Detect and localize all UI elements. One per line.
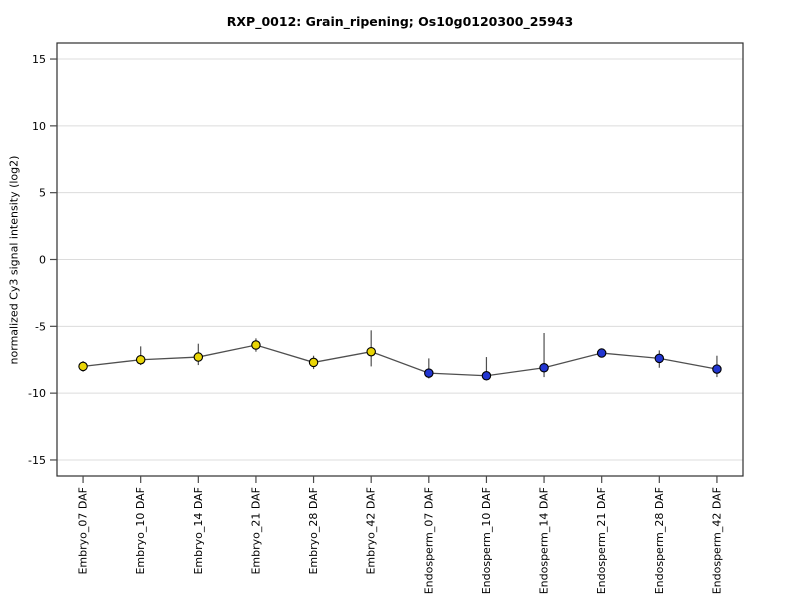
data-point	[135, 354, 146, 365]
data-point	[481, 371, 492, 381]
y-tick-label: -5	[35, 320, 46, 333]
x-tick-label: Endosperm_42 DAF	[710, 487, 723, 594]
y-tick-label: 15	[32, 53, 46, 66]
x-tick-label: Embryo_14 DAF	[192, 487, 205, 575]
x-tick-label: Endosperm_21 DAF	[595, 487, 608, 594]
data-point	[654, 353, 665, 364]
series-line	[82, 344, 718, 377]
data-point	[712, 364, 722, 374]
data-point	[424, 368, 434, 378]
x-tick-label: Embryo_10 DAF	[134, 487, 147, 575]
data-point	[193, 352, 204, 362]
x-tick-label: Endosperm_28 DAF	[653, 487, 666, 594]
x-tick-label: Embryo_21 DAF	[249, 487, 262, 575]
x-tick-label: Embryo_07 DAF	[77, 487, 90, 575]
data-point	[539, 362, 549, 373]
data-point	[366, 346, 376, 357]
data-point	[78, 361, 88, 372]
data-point	[251, 340, 261, 350]
x-tick-label: Embryo_42 DAF	[365, 487, 378, 575]
y-tick-label: -10	[28, 387, 46, 400]
y-tick-label: 5	[39, 187, 46, 200]
chart-title: RXP_0012: Grain_ripening; Os10g0120300_2…	[226, 14, 574, 29]
x-tick-label: Embryo_28 DAF	[307, 487, 320, 575]
x-tick-label: Endosperm_14 DAF	[538, 487, 551, 594]
y-tick-label: -15	[28, 454, 46, 467]
data-point	[308, 357, 319, 368]
x-tick-label: Endosperm_10 DAF	[480, 487, 493, 594]
data-point	[596, 348, 607, 358]
y-tick-label: 0	[39, 254, 46, 267]
y-tick-label: 10	[32, 120, 46, 133]
x-tick-label: Endosperm_07 DAF	[422, 487, 435, 594]
